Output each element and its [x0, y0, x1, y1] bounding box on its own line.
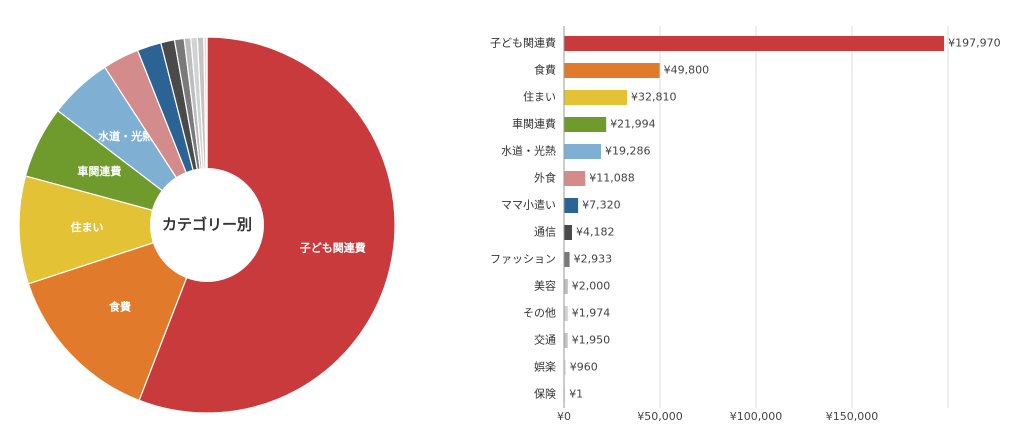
value-label-8: ¥2,933 — [574, 253, 613, 266]
pie-slice-label-4: 水道・光熱 — [98, 129, 153, 143]
value-label-1: ¥49,800 — [664, 64, 710, 77]
value-label-6: ¥7,320 — [582, 199, 621, 212]
bar-3 — [564, 117, 607, 132]
pie-slice-label-0: 子ども関連費 — [300, 241, 366, 255]
category-label-0: 子ども関連費 — [490, 36, 556, 50]
bar-10 — [564, 306, 568, 321]
value-label-4: ¥19,286 — [605, 145, 651, 158]
category-label-9: 美容 — [534, 279, 556, 293]
donut-center-title: カテゴリー別 — [162, 216, 252, 234]
bar-1 — [564, 63, 660, 78]
category-label-11: 交通 — [534, 333, 556, 347]
bar-2 — [564, 90, 627, 105]
bar-6 — [564, 198, 579, 213]
value-label-12: ¥960 — [570, 361, 598, 374]
x-tick-label-2: ¥100,000 — [730, 410, 783, 423]
bar-13 — [564, 387, 566, 402]
bar-5 — [564, 171, 586, 186]
value-label-9: ¥2,000 — [572, 280, 611, 293]
pie-slice-0 — [138, 36, 396, 414]
donut-hole — [150, 168, 264, 282]
value-label-5: ¥11,088 — [589, 172, 635, 185]
value-label-11: ¥1,950 — [572, 334, 611, 347]
x-tick-label-3: ¥150,000 — [826, 410, 879, 423]
pie-slice-2 — [18, 175, 210, 285]
value-label-13: ¥1 — [569, 388, 583, 401]
bar-4 — [564, 144, 601, 159]
pie-slice-1 — [27, 224, 209, 402]
value-label-0: ¥197,970 — [948, 37, 1001, 50]
category-label-7: 通信 — [534, 226, 556, 239]
bar-chart: 子ども関連費 ¥197,970 食費 ¥49,800 住まい ¥32,810 車関連費 ¥21… — [490, 26, 1001, 423]
value-label-3: ¥21,994 — [610, 118, 656, 131]
pie-slice-label-1: 食費 — [109, 300, 131, 314]
bar-9 — [564, 279, 568, 294]
category-label-2: 住まい — [523, 90, 556, 104]
category-label-6: ママ小遣い — [501, 198, 556, 212]
category-label-10: その他 — [523, 307, 556, 320]
x-tick-label-1: ¥50,000 — [637, 410, 683, 423]
pie-slice-label-3: 車関連費 — [77, 164, 121, 178]
category-label-13: 保険 — [534, 387, 556, 401]
bar-12 — [564, 360, 566, 375]
bar-8 — [564, 252, 570, 267]
value-label-10: ¥1,974 — [572, 307, 611, 320]
bar-0 — [564, 36, 945, 51]
value-label-2: ¥32,810 — [631, 91, 677, 104]
category-label-8: ファッション — [490, 253, 556, 266]
x-tick-label-0: ¥0 — [557, 410, 571, 423]
bar-11 — [564, 333, 568, 348]
category-label-12: 娯楽 — [534, 360, 556, 374]
category-label-4: 水道・光熱 — [501, 144, 556, 158]
category-label-1: 食費 — [534, 63, 556, 77]
pie-slice-label-2: 住まい — [71, 220, 104, 234]
bar-7 — [564, 225, 572, 240]
category-label-5: 外食 — [534, 171, 556, 185]
value-label-7: ¥4,182 — [576, 226, 615, 239]
category-label-3: 車関連費 — [512, 117, 556, 131]
